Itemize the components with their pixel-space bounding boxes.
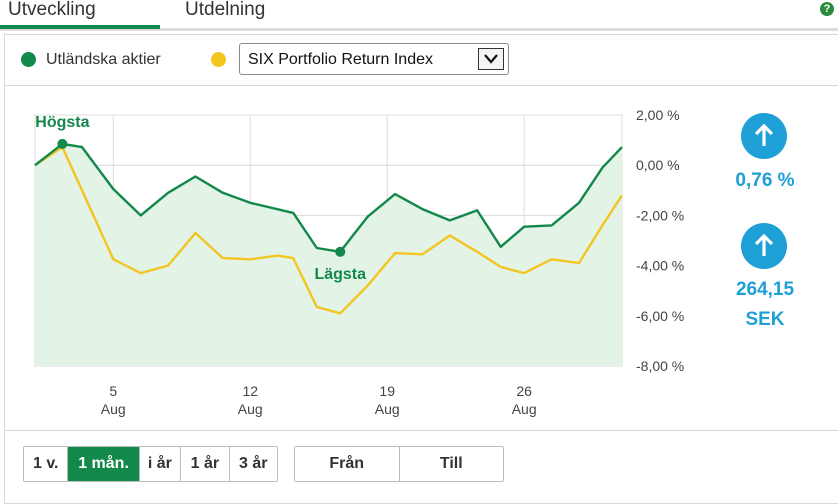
tab-utveckling[interactable]: Utveckling <box>8 0 96 20</box>
arrow-up-icon <box>741 113 787 159</box>
compare-index-select[interactable]: SIX Portfolio Return Index <box>239 43 509 75</box>
x-tick-month-label: Aug <box>238 401 263 417</box>
x-tick-month-label: Aug <box>512 401 537 417</box>
x-tick-month-label: Aug <box>101 401 126 417</box>
arrow-up-icon <box>741 223 787 269</box>
performance-line-chart: 2,00 % 0,00 % -2,00 % -4,00 % -6,00 % -8,00 %… <box>34 107 684 417</box>
period-button-group: 1 v. 1 mån. i år 1 år 3 år <box>23 446 278 482</box>
period-1-week-button[interactable]: 1 v. <box>24 447 69 481</box>
series1-area <box>35 143 622 366</box>
to-date-button[interactable]: Till <box>399 447 503 481</box>
x-tick-month-label: Aug <box>375 401 400 417</box>
period-1-month-button[interactable]: 1 mån. <box>68 447 140 481</box>
chevron-down-icon[interactable] <box>478 48 504 70</box>
series2-legend-dot-icon <box>211 52 226 67</box>
from-date-button[interactable]: Från <box>295 447 400 481</box>
chart-legend: Utländska aktier SIX Portfolio Return In… <box>5 35 838 86</box>
change-unit: SEK <box>745 309 785 330</box>
y-tick-label: -6,00 % <box>636 308 684 324</box>
x-tick-label: 12 <box>242 383 258 399</box>
change-percent: 0,76 % <box>735 170 795 191</box>
y-tick-label: 2,00 % <box>636 107 680 123</box>
annotation-label: Lägsta <box>314 266 366 283</box>
x-tick-label: 5 <box>109 383 117 399</box>
tab-utdelning[interactable]: Utdelning <box>185 0 266 20</box>
y-tick-label: -8,00 % <box>636 358 684 374</box>
change-value: 264,15 <box>735 279 795 300</box>
period-3-year-button[interactable]: 3 år <box>229 447 277 481</box>
bottom-divider <box>4 430 838 431</box>
annotation-marker <box>335 246 346 257</box>
question-icon[interactable]: ? <box>820 2 834 16</box>
compare-index-value: SIX Portfolio Return Index <box>248 51 433 68</box>
period-ytd-button[interactable]: i år <box>139 447 182 481</box>
y-tick-label: -4,00 % <box>636 258 684 274</box>
y-tick-label: 0,00 % <box>636 157 680 173</box>
chart-panel: Utländska aktier SIX Portfolio Return In… <box>4 34 838 504</box>
date-range-button-group: Från Till <box>294 446 504 482</box>
period-1-year-button[interactable]: 1 år <box>181 447 230 481</box>
x-tick-label: 26 <box>516 383 532 399</box>
series2-line <box>34 145 624 315</box>
y-tick-label: -2,00 % <box>636 207 684 223</box>
series1-legend-dot-icon <box>21 52 36 67</box>
x-tick-label: 19 <box>379 383 395 399</box>
active-tab-indicator <box>0 25 160 29</box>
series1-legend-label: Utländska aktier <box>46 51 161 68</box>
annotation-label: Högsta <box>35 114 89 131</box>
tab-bar: Utveckling Utdelning ? <box>0 0 838 31</box>
annotation-marker <box>57 138 68 149</box>
